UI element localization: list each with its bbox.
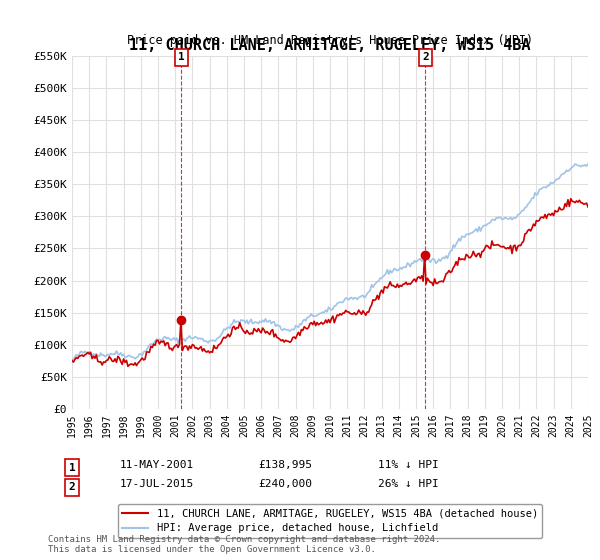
Text: Price paid vs. HM Land Registry's House Price Index (HPI): Price paid vs. HM Land Registry's House … bbox=[127, 34, 533, 47]
Text: 1: 1 bbox=[178, 52, 185, 62]
Legend: 11, CHURCH LANE, ARMITAGE, RUGELEY, WS15 4BA (detached house), HPI: Average pric: 11, CHURCH LANE, ARMITAGE, RUGELEY, WS15… bbox=[118, 504, 542, 538]
Text: 11-MAY-2001: 11-MAY-2001 bbox=[120, 460, 194, 470]
Text: 2: 2 bbox=[68, 482, 76, 492]
Text: £138,995: £138,995 bbox=[258, 460, 312, 470]
Text: 2: 2 bbox=[422, 52, 428, 62]
Text: 11% ↓ HPI: 11% ↓ HPI bbox=[378, 460, 439, 470]
Text: 26% ↓ HPI: 26% ↓ HPI bbox=[378, 479, 439, 489]
Text: Contains HM Land Registry data © Crown copyright and database right 2024.
This d: Contains HM Land Registry data © Crown c… bbox=[48, 535, 440, 554]
Text: 17-JUL-2015: 17-JUL-2015 bbox=[120, 479, 194, 489]
Text: £240,000: £240,000 bbox=[258, 479, 312, 489]
Title: 11, CHURCH LANE, ARMITAGE, RUGELEY, WS15 4BA: 11, CHURCH LANE, ARMITAGE, RUGELEY, WS15… bbox=[129, 39, 531, 53]
Text: 1: 1 bbox=[68, 463, 76, 473]
